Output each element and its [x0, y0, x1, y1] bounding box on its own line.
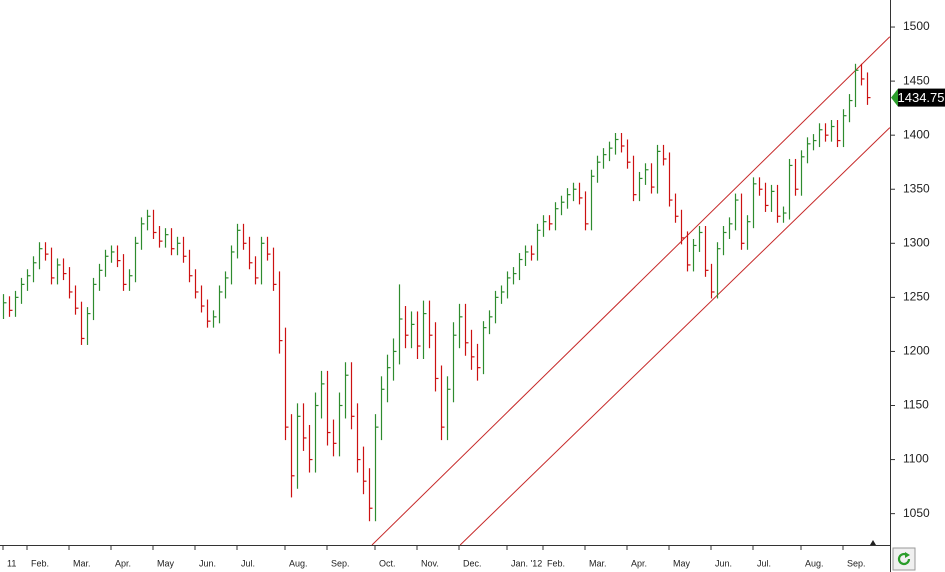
last-price-label: 1434.75: [898, 90, 945, 105]
x-tick-label: Jun.: [715, 558, 732, 568]
trend-channel-line: [371, 36, 890, 545]
refresh-arrow[interactable]: [905, 552, 910, 558]
x-tick-label: May: [157, 558, 175, 568]
scroll-marker: [870, 540, 876, 545]
x-tick-label: Oct.: [379, 558, 396, 568]
last-price-arrow: [891, 88, 898, 107]
x-tick-label: Sep.: [331, 558, 350, 568]
x-tick-label: Jun.: [199, 558, 216, 568]
x-tick-label: Aug.: [805, 558, 824, 568]
y-tick-label: 1150: [903, 398, 929, 412]
x-tick-label: Apr.: [631, 558, 647, 568]
x-tick-label: Mar.: [589, 558, 607, 568]
y-tick-label: 1250: [903, 290, 930, 304]
plot-area: [2, 36, 890, 545]
x-tick-label: May: [673, 558, 691, 568]
trend-channel-line: [459, 127, 890, 545]
y-tick-label: 1300: [903, 235, 930, 249]
x-tick-label: Jan. '12: [511, 558, 542, 568]
x-tick-label: Sep.: [847, 558, 866, 568]
y-tick-label: 1200: [903, 344, 930, 358]
x-tick-label: Aug.: [289, 558, 308, 568]
x-tick-label: Apr.: [115, 558, 131, 568]
x-tick-label: Jul.: [241, 558, 255, 568]
y-tick-label: 1350: [903, 181, 930, 195]
last-price-box: [898, 88, 945, 107]
x-tick-label: Feb.: [547, 558, 565, 568]
y-tick-label: 1100: [903, 452, 929, 466]
y-tick-label: 1500: [903, 19, 930, 33]
x-tick-label: Mar.: [73, 558, 91, 568]
refresh-box[interactable]: [892, 547, 916, 571]
refresh-button[interactable]: [892, 547, 916, 571]
x-tick-label: Jul.: [757, 558, 771, 568]
y-tick-label: 1400: [903, 127, 930, 141]
y-tick-label: 1450: [903, 73, 930, 87]
refresh-icon[interactable]: [897, 552, 911, 566]
y-tick-label: 1050: [903, 506, 930, 520]
x-tick-label: Feb.: [31, 558, 49, 568]
x-tick-label: Nov.: [421, 558, 439, 568]
x-tick-label: 11: [7, 558, 16, 568]
x-tick-label: Dec.: [463, 558, 482, 568]
